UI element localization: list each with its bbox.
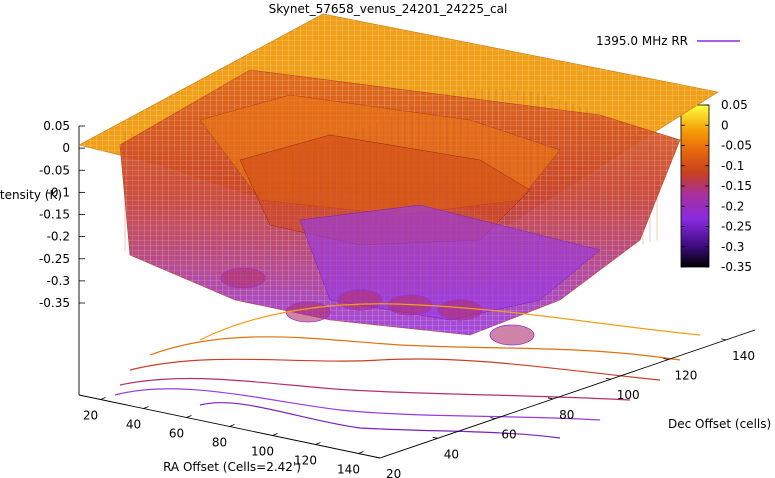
colorbar-gradient (680, 104, 710, 268)
y-axis-tick-label: 80 (559, 408, 574, 422)
z-axis-tick-label: -0.35 (39, 296, 70, 310)
x-axis-tick (143, 406, 149, 409)
contour-lines (114, 303, 701, 439)
legend-label: 1395.0 MHz RR (596, 34, 688, 48)
x-axis-tick-label: 140 (337, 463, 360, 477)
x-axis-tick-label: 60 (169, 427, 184, 441)
z-axis-tick-label: -0.05 (39, 163, 70, 177)
colorbar-ticks: 0.05 0 -0.05 -0.1 -0.15 -0.2 -0.25 -0.3 -0.35 (681, 98, 752, 274)
y-axis-tick-label: 20 (386, 467, 401, 478)
z-axis-tick-label: 0.05 (43, 119, 70, 133)
chart-title: Skynet_57658_venus_24201_24225_cal (269, 2, 508, 16)
x-axis-ticks: 20 40 60 80 100 120 140 (83, 397, 364, 477)
y-axis-tick (490, 417, 496, 420)
z-axis-tick-label: -0.25 (39, 252, 70, 266)
surface-pit (489, 324, 535, 346)
z-axis: 0.05 0 -0.05 -0.1 -0.15 -0.2 -0.25 -0.3 -0.35 In… (0, 119, 85, 395)
y-axis-tick (721, 338, 727, 341)
y-axis-tick (432, 436, 438, 439)
colorbar-tick-label: 0.05 (721, 98, 748, 112)
surface-pit (285, 301, 331, 323)
x-axis-tick (272, 433, 278, 436)
x-axis-label: RA Offset (Cells=2.42') (163, 460, 301, 474)
y-axis-tick-label: 60 (501, 428, 516, 442)
colorbar-tick-label: -0.1 (721, 159, 744, 173)
y-axis-tick (374, 456, 381, 459)
x-axis-tick-label: 100 (251, 445, 274, 459)
colorbar-tick-label: -0.35 (721, 260, 752, 274)
x-axis-tick (315, 442, 321, 445)
colorbar-tick-label: -0.15 (721, 179, 752, 193)
z-axis-tick-label: -0.1 (47, 185, 70, 199)
colorbar-tick-label: -0.2 (721, 199, 744, 213)
y-axis-tick-label: 40 (444, 447, 459, 461)
surface-pit (220, 267, 266, 289)
x-axis-tick (186, 415, 192, 418)
x-axis-tick-label: 40 (126, 418, 141, 432)
z-axis-tick-label: -0.15 (39, 208, 70, 222)
y-axis-ticks: 20 40 60 80 100 120 140 (374, 338, 755, 478)
z-axis-label: Intensity (K) (0, 188, 62, 202)
x-axis-tick-label: 80 (212, 436, 227, 450)
surface-pit (337, 289, 383, 311)
colorbar-tick-label: -0.05 (721, 139, 752, 153)
surface-pit (437, 299, 483, 321)
x-axis-tick-label: 20 (83, 409, 98, 423)
y-axis-tick (605, 377, 611, 380)
y-axis-tick (663, 358, 669, 360)
contour-line (149, 336, 681, 361)
contour-line (114, 388, 601, 421)
legend: 1395.0 MHz RR (596, 34, 740, 48)
contour-line (199, 303, 701, 341)
y-axis-tick-label: 140 (732, 349, 755, 363)
colorbar: 0.05 0 -0.05 -0.1 -0.15 -0.2 -0.25 -0.3 -0.35 (680, 98, 752, 274)
contour-line (199, 402, 561, 439)
z-axis-tick-label: 0 (62, 141, 70, 155)
x-axis-tick-label: 120 (294, 454, 317, 468)
y-axis-tick-label: 100 (617, 388, 640, 402)
surface-plot (78, 13, 719, 346)
z-axis-tick-label: -0.3 (47, 274, 70, 288)
contour-line (119, 377, 631, 401)
z-axis-tick-label: -0.2 (47, 230, 70, 244)
colorbar-tick-label: -0.25 (721, 220, 752, 234)
z-axis-ticks: 0.05 0 -0.05 -0.1 -0.15 -0.2 -0.25 -0.3 -0.35 (39, 119, 85, 310)
colorbar-tick-label: -0.3 (721, 240, 744, 254)
contour-line (129, 358, 661, 381)
colorbar-tick-label: 0 (721, 118, 729, 132)
y-axis-tick-label: 120 (674, 369, 697, 383)
y-axis-tick (547, 397, 554, 400)
x-axis-tick (100, 397, 106, 400)
base-edge-right (379, 329, 756, 459)
x-axis-tick (358, 451, 364, 454)
y-axis-label: Dec Offset (cells) (668, 417, 771, 431)
x-axis-tick (229, 424, 235, 427)
